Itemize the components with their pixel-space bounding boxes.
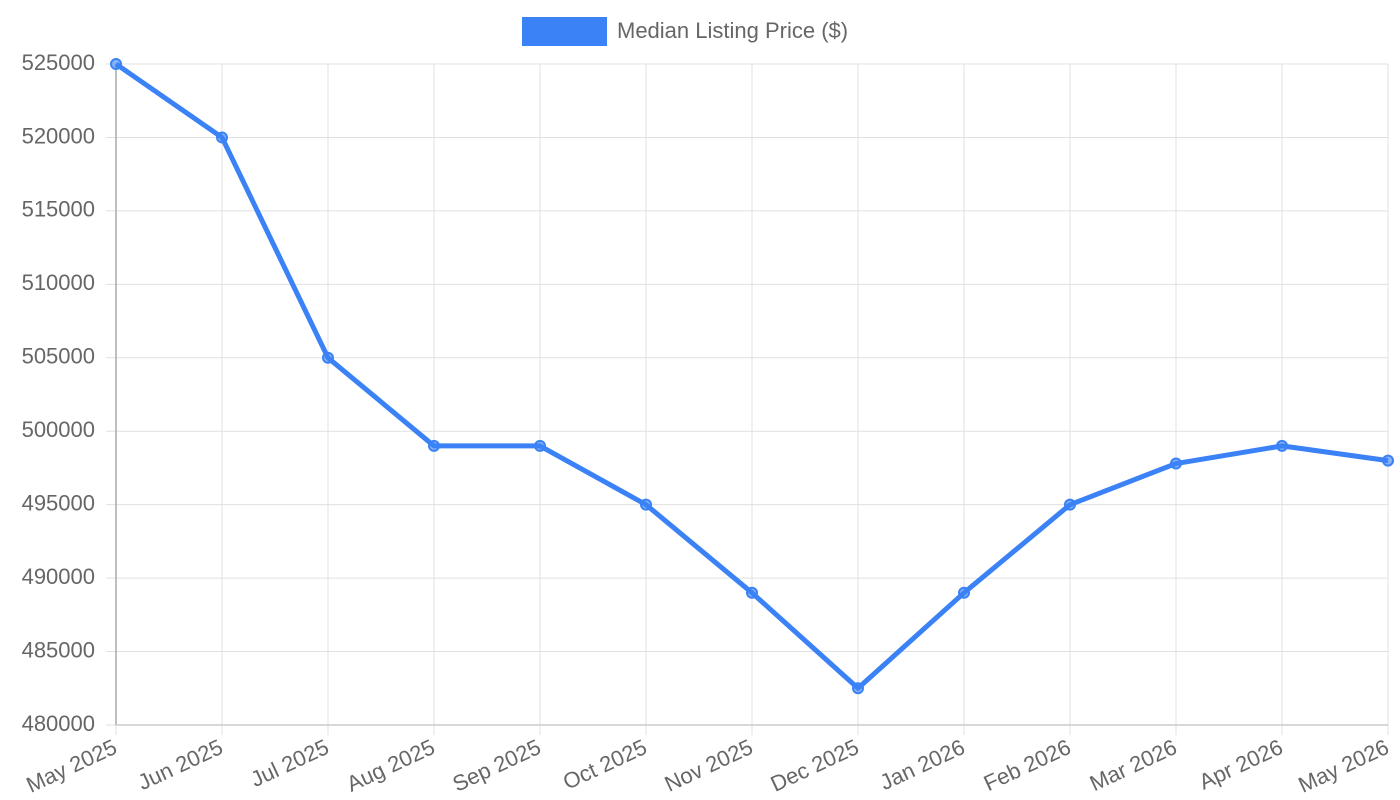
x-tick-label: Aug 2025 — [343, 734, 439, 796]
y-tick-label: 490000 — [22, 564, 95, 589]
x-tick-label: Apr 2026 — [1195, 734, 1286, 794]
point — [1064, 498, 1076, 511]
x-tick-label: Feb 2026 — [980, 734, 1075, 796]
point — [1276, 439, 1288, 452]
y-tick-label: 510000 — [22, 270, 95, 295]
point — [958, 586, 970, 599]
y-tick-label: 485000 — [22, 637, 95, 662]
x-tick-label: Nov 2025 — [661, 734, 757, 796]
y-tick-label: 525000 — [22, 50, 95, 75]
y-tick-label: 505000 — [22, 344, 95, 369]
point — [534, 439, 546, 452]
legend-swatch — [522, 17, 607, 46]
x-tick-label: May 2025 — [22, 734, 120, 797]
x-tick-label: Dec 2025 — [767, 734, 863, 796]
x-tick-label: May 2026 — [1294, 734, 1392, 797]
point — [1170, 457, 1182, 470]
y-tick-label: 495000 — [22, 490, 95, 515]
x-tick-label: Jan 2026 — [876, 734, 969, 795]
point — [1382, 454, 1394, 467]
x-tick-label: Jul 2025 — [247, 734, 333, 792]
y-tick-label: 480000 — [22, 711, 95, 736]
x-tick-label: Mar 2026 — [1086, 734, 1181, 796]
point — [428, 439, 440, 452]
point — [746, 586, 758, 599]
point — [110, 58, 122, 70]
x-tick-label: Oct 2025 — [559, 734, 650, 794]
legend-label: Median Listing Price ($) — [617, 18, 848, 43]
y-tick-label: 500000 — [22, 417, 95, 442]
point — [322, 351, 334, 364]
point — [852, 682, 864, 695]
x-tick-label: Sep 2025 — [449, 734, 545, 796]
y-tick-label: 520000 — [22, 123, 95, 148]
y-tick-label: 515000 — [22, 197, 95, 222]
point — [216, 131, 228, 144]
point — [640, 498, 652, 511]
x-tick-label: Jun 2025 — [134, 734, 227, 795]
